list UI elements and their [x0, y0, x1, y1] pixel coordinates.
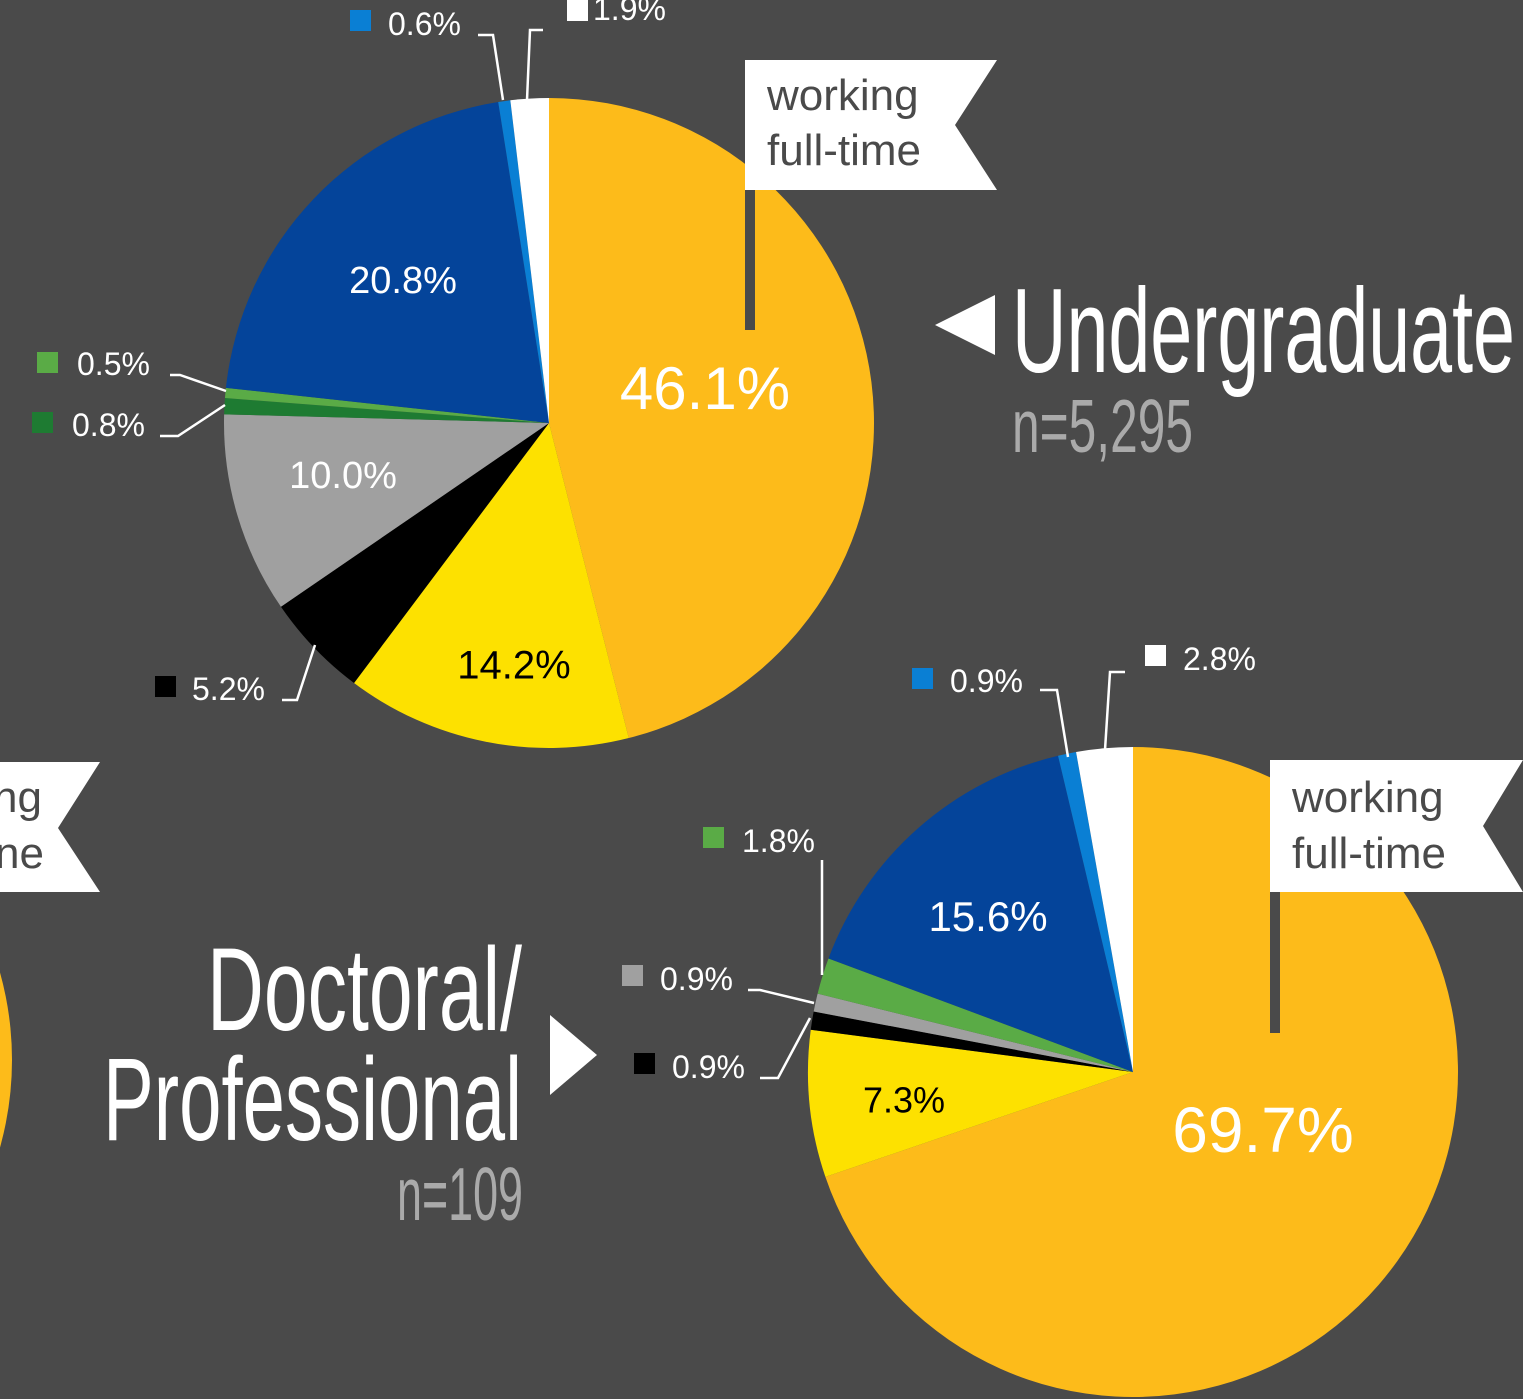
- leader-line: [282, 644, 317, 702]
- pie-slice: [224, 387, 549, 423]
- leader-line: [760, 1017, 812, 1080]
- annotation: working: [766, 71, 919, 120]
- legend-swatch: [32, 412, 53, 433]
- leader-line: [525, 28, 543, 101]
- leader-line: [1103, 670, 1125, 751]
- data-label: 0.5%: [77, 346, 150, 382]
- pie-slice: [808, 1029, 1133, 1177]
- legend-swatch: [1145, 645, 1166, 666]
- legend-swatch: [155, 676, 176, 697]
- flag-pole: [1270, 870, 1280, 1033]
- chart-title: Doctoral/: [207, 924, 522, 1056]
- legend-swatch: [912, 668, 933, 689]
- flag-pole: [1270, 760, 1280, 892]
- pie-slice: [224, 398, 549, 423]
- leader-line: [748, 988, 815, 1005]
- cropped-flag: [0, 762, 100, 892]
- data-label: 0.9%: [672, 1049, 745, 1085]
- annotation: full-time: [1292, 829, 1446, 878]
- pie-slice: [810, 1011, 1133, 1072]
- pointer: [550, 1015, 597, 1095]
- pie-slice: [280, 423, 549, 684]
- data-label: 5.2%: [192, 671, 265, 707]
- data-label: 10.0%: [289, 455, 397, 497]
- data-label: 69.7%: [1172, 1094, 1353, 1166]
- data-label: 14.2%: [457, 644, 570, 688]
- data-label: 15.6%: [928, 893, 1047, 940]
- cropped-annotation: ng: [0, 773, 42, 822]
- pie-slice: [225, 101, 549, 423]
- annotation: full-time: [767, 126, 921, 175]
- pie-slice: [510, 98, 549, 423]
- leader-line: [1040, 688, 1070, 758]
- pointer: [935, 295, 995, 355]
- data-label: 0.9%: [660, 961, 733, 997]
- data-label: 1.9%: [593, 0, 666, 27]
- flag: [755, 60, 997, 190]
- legend-swatch: [567, 0, 588, 21]
- legend-swatch: [37, 352, 58, 373]
- pie-slice: [549, 98, 874, 739]
- data-label: 2.8%: [1183, 641, 1256, 677]
- leader-line: [170, 373, 227, 393]
- chart-subtitle: n=109: [397, 1152, 523, 1236]
- data-label: 0.6%: [388, 6, 461, 42]
- chart-subtitle: n=5,295: [1012, 384, 1193, 468]
- pie-slice: [498, 100, 549, 424]
- chart-title: Undergraduate: [1012, 264, 1515, 398]
- cropped-annotation: ne: [0, 829, 44, 878]
- data-label: 7.3%: [863, 1080, 945, 1121]
- flag: [1280, 760, 1523, 892]
- legend-swatch: [622, 965, 643, 986]
- pie-slice: [828, 755, 1133, 1072]
- pie-slice: [817, 958, 1133, 1072]
- leader-line: [478, 33, 505, 101]
- data-label: 0.9%: [950, 663, 1023, 699]
- flag-pole: [745, 60, 755, 190]
- pie-slice: [354, 423, 629, 748]
- chart-title: Professional: [103, 1034, 522, 1166]
- legend-swatch: [350, 10, 371, 31]
- pie-slice: [224, 414, 549, 607]
- annotation: working: [1291, 773, 1444, 822]
- flag-pole: [745, 170, 755, 330]
- data-label: 20.8%: [349, 260, 457, 302]
- data-label: 1.8%: [742, 823, 815, 859]
- leader-line: [160, 403, 226, 438]
- pie-slice: [1058, 752, 1133, 1072]
- pies: 46.1% 14.2% 5.2% 10.0% 0.8% 0.5% 20.8% 0.6% 1.9%…: [32, 0, 1523, 1397]
- pie-slice: [825, 747, 1458, 1397]
- cropped-pie: [0, 972, 12, 1148]
- pie-slice: [813, 993, 1133, 1072]
- pie-slice: [1076, 747, 1133, 1072]
- data-label: 0.8%: [72, 407, 145, 443]
- legend-swatch: [634, 1053, 655, 1074]
- legend-swatch: [703, 827, 724, 848]
- data-label: 46.1%: [620, 355, 790, 422]
